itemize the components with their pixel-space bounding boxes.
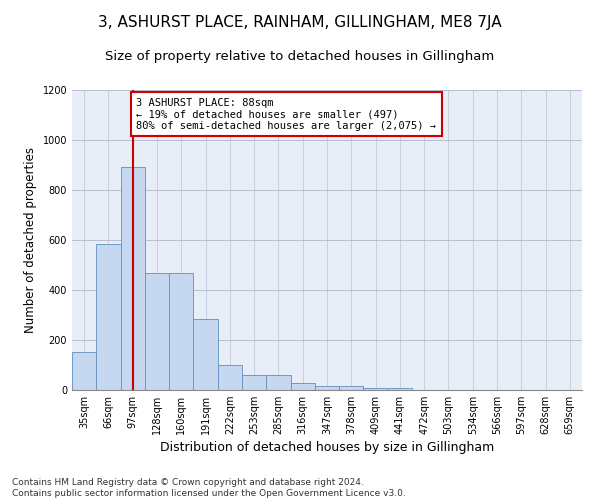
Bar [96,244,121,390]
Y-axis label: Number of detached properties: Number of detached properties [24,147,37,333]
Bar [193,319,218,390]
Text: Size of property relative to detached houses in Gillingham: Size of property relative to detached ho… [106,50,494,63]
Bar [169,272,193,390]
Bar [218,365,242,390]
Bar [242,374,266,390]
Text: Contains HM Land Registry data © Crown copyright and database right 2024.
Contai: Contains HM Land Registry data © Crown c… [12,478,406,498]
Text: 3, ASHURST PLACE, RAINHAM, GILLINGHAM, ME8 7JA: 3, ASHURST PLACE, RAINHAM, GILLINGHAM, M… [98,15,502,30]
Text: 3 ASHURST PLACE: 88sqm
← 19% of detached houses are smaller (497)
80% of semi-de: 3 ASHURST PLACE: 88sqm ← 19% of detached… [136,98,436,130]
Bar [364,388,388,390]
Bar [388,388,412,390]
Bar [290,382,315,390]
Bar [121,167,145,390]
X-axis label: Distribution of detached houses by size in Gillingham: Distribution of detached houses by size … [160,442,494,454]
Bar [339,386,364,390]
Bar [266,374,290,390]
Bar [145,272,169,390]
Bar [315,386,339,390]
Bar [72,352,96,390]
